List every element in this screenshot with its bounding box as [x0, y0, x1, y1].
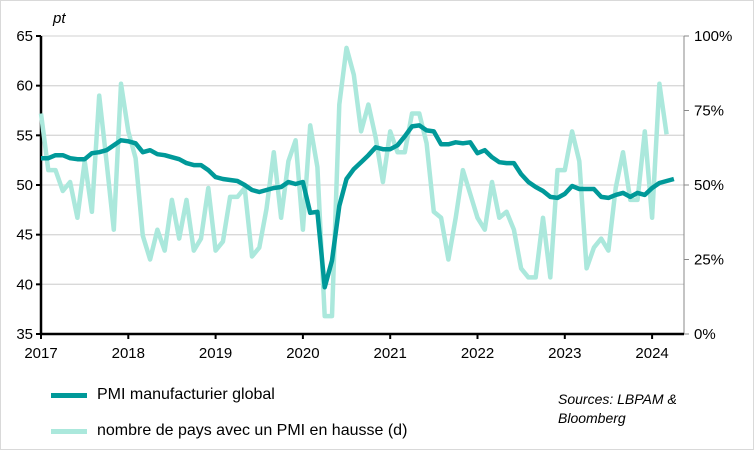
x-tick-label: 2024 — [635, 345, 668, 362]
x-tick-label: 2018 — [112, 345, 145, 362]
series-line-pays — [38, 45, 669, 319]
series-line-pmi — [41, 123, 675, 290]
legend-label-pmi: PMI manufacturier global — [97, 386, 275, 403]
right-tick-label: 0% — [694, 326, 716, 343]
right-tick-label: 100% — [694, 28, 732, 45]
legend-item-pmi: PMI manufacturier global — [51, 386, 275, 404]
x-tick-label: 2021 — [374, 345, 407, 362]
left-tick-label: 35 — [16, 326, 33, 343]
left-tick-label: 40 — [16, 276, 33, 293]
legend-label-pays: nombre de pays avec un PMI en hausse (d) — [97, 422, 408, 439]
x-tick-label: 2017 — [24, 345, 57, 362]
sources-line-2: Bloomberg — [558, 410, 626, 426]
left-tick-label: 45 — [16, 227, 33, 244]
x-tick-label: 2020 — [286, 345, 319, 362]
left-tick-label: 65 — [16, 28, 33, 45]
x-tick-label: 2019 — [199, 345, 232, 362]
legend-swatch-pays — [51, 428, 87, 434]
legend-swatch-pmi — [51, 392, 87, 398]
right-tick-label: 25% — [694, 252, 724, 269]
right-tick-label: 75% — [694, 103, 724, 120]
left-tick-label: 60 — [16, 78, 33, 95]
legend-item-pays: nombre de pays avec un PMI en hausse (d) — [51, 422, 407, 440]
sources-line-1: Sources: LBPAM & — [558, 391, 677, 407]
x-tick-label: 2023 — [548, 345, 581, 362]
right-tick-label: 50% — [694, 177, 724, 194]
left-axis-unit-label: pt — [52, 10, 66, 27]
x-tick-label: 2022 — [461, 345, 494, 362]
left-tick-label: 50 — [16, 177, 33, 194]
left-tick-label: 55 — [16, 127, 33, 144]
sources-note: Sources: LBPAM & Bloomberg — [558, 390, 708, 428]
